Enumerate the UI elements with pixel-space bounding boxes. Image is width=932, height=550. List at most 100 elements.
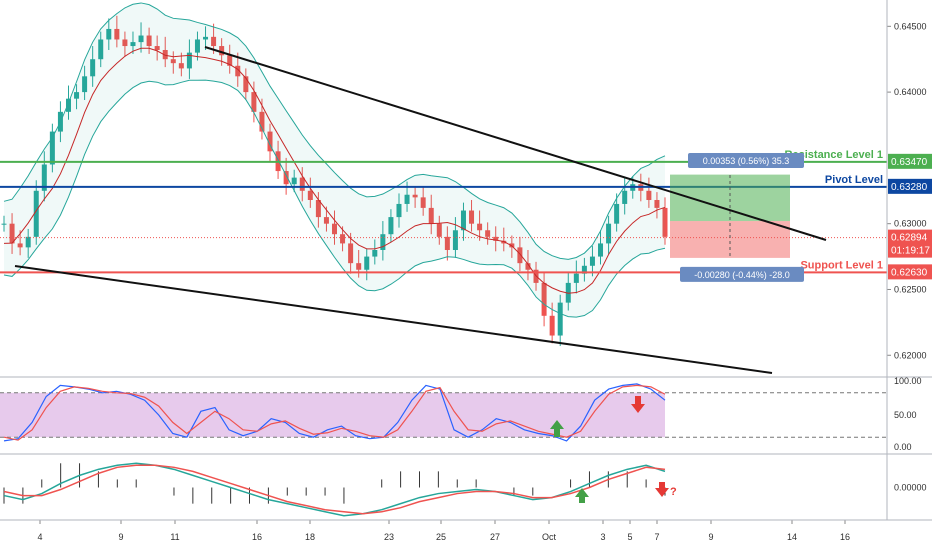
price-tick-label: 0.62500 xyxy=(894,284,927,294)
candle-body xyxy=(485,230,491,237)
candle-body xyxy=(138,35,144,43)
price-pane[interactable] xyxy=(0,2,887,374)
time-tick-label: 5 xyxy=(627,532,632,542)
candle-body xyxy=(372,250,378,257)
level-price-tag xyxy=(888,153,932,169)
candle-body xyxy=(469,210,475,224)
price-tick-label: 0.62000 xyxy=(894,350,927,360)
candle-body xyxy=(340,234,346,244)
candle-body xyxy=(122,39,128,47)
candle-body xyxy=(348,243,354,264)
time-tick-label: 23 xyxy=(384,532,394,542)
candle-body xyxy=(388,217,394,235)
macd-tick-label: 0.00000 xyxy=(894,483,927,493)
candle-body xyxy=(589,256,595,266)
price-tick-label: 0.64000 xyxy=(894,87,927,97)
candle-body xyxy=(315,200,321,218)
candle-body xyxy=(444,236,450,250)
upper-trendline[interactable] xyxy=(204,46,827,241)
stochastic-tick-label: 0.00 xyxy=(894,442,912,452)
time-axis: 4 9 11 16 18 23 25 27 Oct 3 5 7 9 14 16 xyxy=(37,520,850,542)
lower-trendline[interactable] xyxy=(14,265,773,374)
candle-body xyxy=(396,203,402,218)
candle-body xyxy=(267,131,273,152)
candle-body xyxy=(549,315,555,336)
candle-body xyxy=(420,197,426,208)
candle-body xyxy=(356,263,362,270)
candle-body xyxy=(525,263,531,270)
measure-down-text: -0.00280 (-0.44%) -28.0 xyxy=(694,270,790,280)
time-tick-label: 11 xyxy=(170,532,179,542)
candle-body xyxy=(654,200,660,208)
bollinger-lower xyxy=(3,79,666,318)
candle-body xyxy=(541,282,547,316)
measure-down-box xyxy=(680,266,804,282)
time-tick-label: 14 xyxy=(787,532,797,542)
stochastic-pane[interactable] xyxy=(0,383,887,442)
stop-zone xyxy=(670,221,790,258)
candle-body xyxy=(251,92,257,112)
time-tick-label: Oct xyxy=(542,532,557,542)
candle-body xyxy=(493,236,499,241)
candle-body xyxy=(235,65,241,77)
candle-body xyxy=(452,230,458,250)
time-tick-label: 9 xyxy=(118,532,123,542)
candle-body xyxy=(203,36,209,40)
candle-body xyxy=(154,46,160,50)
candle-body xyxy=(194,39,200,53)
stochastic-tick-label: 100.00 xyxy=(894,376,922,386)
candle-body xyxy=(622,190,628,204)
candle-body xyxy=(106,28,112,40)
macd-signal-line xyxy=(3,464,666,515)
question-mark-annotation: ? xyxy=(670,486,677,498)
candle-body xyxy=(130,42,136,47)
candle-body xyxy=(162,50,168,60)
candle-body xyxy=(573,273,579,283)
price-tick-label: 0.63000 xyxy=(894,219,927,229)
measure-up-box xyxy=(688,153,804,168)
candle-body xyxy=(74,92,80,99)
candle-body xyxy=(82,76,88,93)
candle-body xyxy=(364,256,370,270)
candle-body xyxy=(259,111,265,132)
candle-body xyxy=(243,76,249,93)
candle-body xyxy=(291,177,297,185)
time-tick-label: 7 xyxy=(654,532,659,542)
candle-body xyxy=(283,171,289,185)
bar-countdown-text: 01:19:17 xyxy=(891,246,930,257)
candle-body xyxy=(49,131,55,165)
stochastic-tick-label: 50.00 xyxy=(894,410,917,420)
candle-body xyxy=(41,164,47,191)
buy-arrow-icon xyxy=(550,420,564,437)
candle-body xyxy=(332,223,337,235)
candle-body xyxy=(227,55,233,66)
time-tick-label: 9 xyxy=(708,532,713,542)
level-label: Resistance Level 1 xyxy=(785,149,883,161)
bollinger-upper xyxy=(3,2,666,260)
price-tick-label: 0.64500 xyxy=(894,21,927,31)
candle-body xyxy=(90,59,96,77)
candle-body xyxy=(557,302,563,336)
price-axis: 0.64500 0.64000 0.63000 0.62500 0.62000 100.0… xyxy=(887,21,927,493)
time-tick-label: 4 xyxy=(37,532,42,542)
candle-body xyxy=(33,190,39,237)
buy-arrow-icon xyxy=(575,488,589,503)
candle-body xyxy=(436,223,442,237)
candle-body xyxy=(501,240,507,244)
candle-body xyxy=(170,59,176,64)
time-tick-label: 25 xyxy=(436,532,446,542)
candle-body xyxy=(460,210,466,231)
candle-body xyxy=(606,223,612,244)
candle-body xyxy=(65,98,71,112)
candle-body xyxy=(9,223,15,244)
candle-body xyxy=(146,35,152,47)
candle-body xyxy=(380,234,386,250)
candle-body xyxy=(211,36,217,47)
candle-body xyxy=(614,203,620,224)
macd-pane[interactable]: ? xyxy=(3,462,677,517)
candle-body xyxy=(412,194,418,198)
bollinger-band-fill xyxy=(4,2,665,318)
measure-up-text: 0.00353 (0.56%) 35.3 xyxy=(703,156,790,166)
candle-body xyxy=(428,207,434,224)
